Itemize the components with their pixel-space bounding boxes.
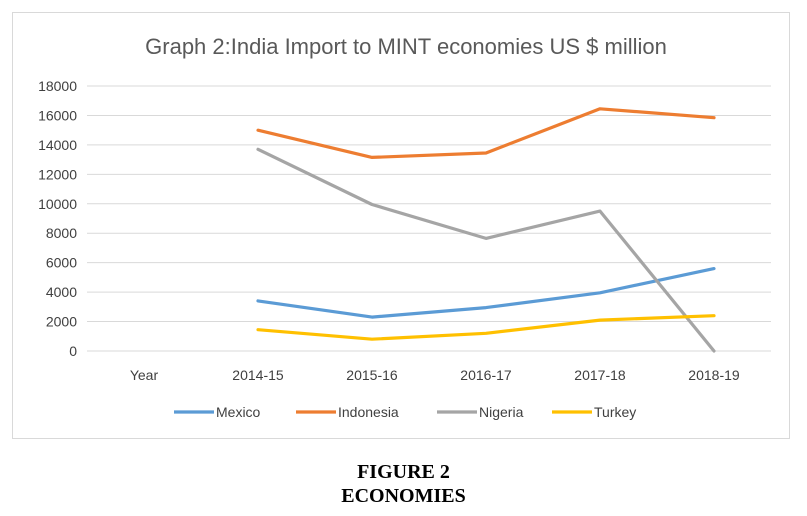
figure-number: FIGURE 2 (357, 461, 450, 483)
series-line-nigeria (256, 147, 716, 353)
legend-label: Mexico (216, 404, 261, 420)
y-tick-label: 12000 (38, 166, 77, 182)
x-tick-label: 2015-16 (346, 367, 398, 383)
y-tick-label: 2000 (46, 314, 77, 330)
y-tick-label: 10000 (38, 196, 77, 212)
series-line-mexico (256, 267, 716, 319)
legend-item-indonesia: Indonesia (296, 404, 399, 420)
legend-item-mexico: Mexico (174, 404, 261, 420)
y-tick-label: 4000 (46, 284, 77, 300)
legend-label: Turkey (594, 404, 636, 420)
x-tick-label: 2016-17 (460, 367, 512, 383)
x-tick-label: Year (130, 367, 159, 383)
figure-title: ECONOMIES (341, 485, 466, 507)
series-line-turkey (256, 314, 716, 341)
y-tick-label: 8000 (46, 225, 77, 241)
legend-label: Nigeria (479, 404, 524, 420)
x-tick-label: 2018-19 (688, 367, 740, 383)
y-tick-label: 6000 (46, 255, 77, 271)
legend-label: Indonesia (338, 404, 399, 420)
series-line-indonesia (256, 107, 716, 159)
y-tick-label: 18000 (38, 78, 77, 94)
chart-frame: Graph 2:India Import to MINT economies U… (12, 12, 790, 439)
x-tick-label: 2014-15 (232, 367, 284, 383)
x-tick-label: 2017-18 (574, 367, 626, 383)
line-chart: Graph 2:India Import to MINT economies U… (38, 34, 771, 420)
y-tick-label: 16000 (38, 107, 77, 123)
y-tick-label: 14000 (38, 137, 77, 153)
legend-item-turkey: Turkey (552, 404, 636, 420)
chart-title: Graph 2:India Import to MINT economies U… (145, 34, 667, 59)
y-tick-label: 0 (69, 343, 77, 359)
legend-item-nigeria: Nigeria (437, 404, 524, 420)
